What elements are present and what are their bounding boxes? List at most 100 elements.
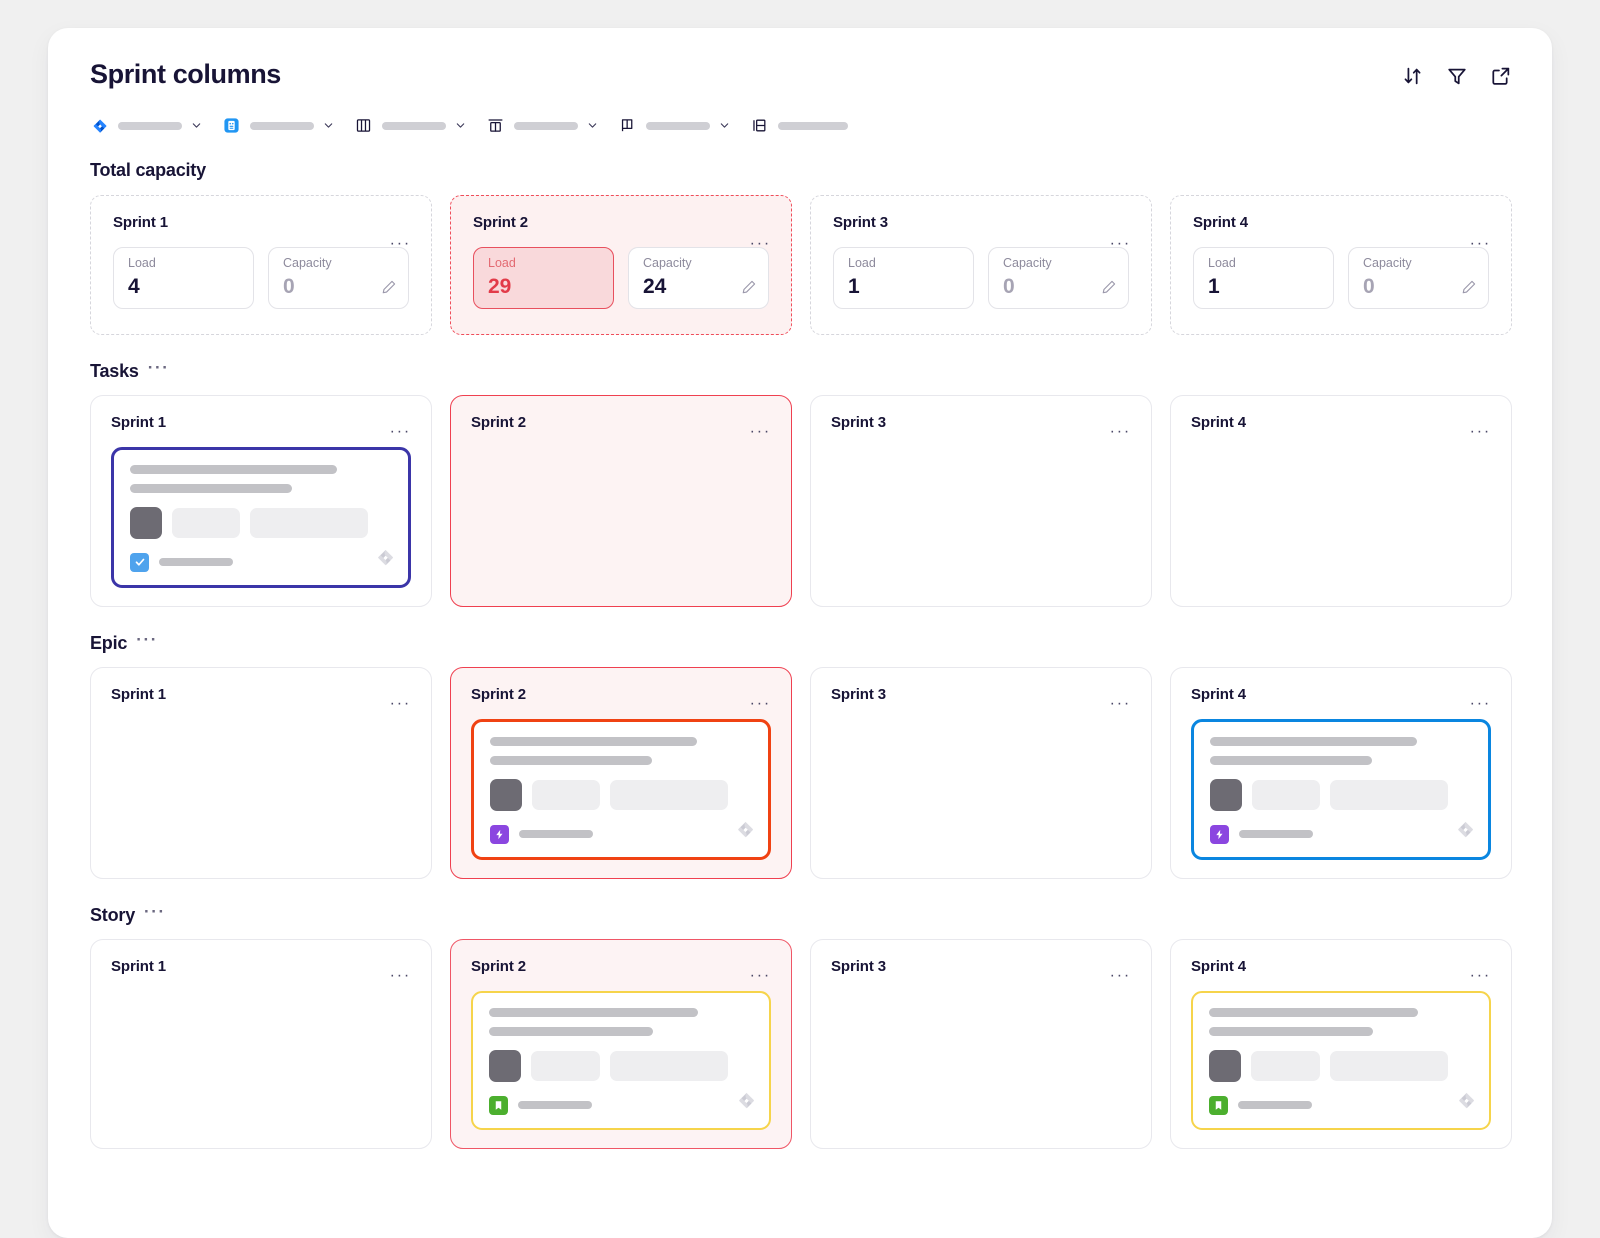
capacity-card[interactable]: Sprint 1 ··· Load 4 Capacity 0 [90,194,432,335]
capacity-column-name: Sprint 3 [833,213,889,231]
load-label: Load [128,255,156,270]
issue-subtitle-skeleton [489,1026,653,1036]
column-card[interactable]: Sprint 1 ··· [90,666,432,879]
capacity-card[interactable]: Sprint 4 ··· Load 1 Capacity 0 [1170,194,1512,335]
meta-chip [531,1050,600,1081]
issue-subtitle-skeleton [130,483,293,493]
issue-meta-row [1209,1049,1473,1082]
capacity-field[interactable]: Capacity 0 [268,246,409,309]
meta-chip [1330,779,1448,810]
capacity-column-name: Sprint 1 [113,213,169,231]
column-card[interactable]: Sprint 3 ··· [810,938,1152,1149]
issue-card[interactable] [111,446,411,588]
edit-pencil-icon[interactable] [1461,279,1477,295]
capacity-label: Capacity [1003,255,1052,270]
capacity-card[interactable]: Sprint 3 ··· Load 1 Capacity 0 [810,194,1152,335]
filter-item-board[interactable] [222,116,334,135]
chevron-down-icon[interactable] [587,120,598,131]
load-label: Load [488,255,516,270]
section-menu-button[interactable]: ··· [136,630,159,650]
load-field[interactable]: Load 1 [1193,246,1334,309]
section-menu-button[interactable]: ··· [147,358,170,378]
page-header: Sprint columns [90,59,1512,90]
capacity-field[interactable]: Capacity 0 [988,246,1129,309]
filter-item-source[interactable] [90,116,202,135]
capacity-field[interactable]: Capacity 0 [1348,246,1489,309]
meta-chip [172,507,241,538]
story-bookmark-icon [1209,1095,1228,1115]
issue-meta-row [130,506,392,539]
column-card[interactable]: Sprint 1 ··· [90,394,432,607]
column-name: Sprint 3 [831,413,887,431]
meta-chip [1252,779,1321,810]
filter-bar [90,114,1512,138]
jira-icon [90,116,109,135]
edit-pencil-icon[interactable] [1101,279,1117,295]
section-title-capacity: Total capacity [90,160,1512,181]
column-name: Sprint 4 [1191,413,1247,431]
filter-item-split[interactable] [750,116,848,135]
column-name: Sprint 3 [831,957,887,975]
issue-card[interactable] [1191,990,1491,1130]
column-card[interactable]: Sprint 4 ··· [1170,394,1512,607]
column-card[interactable]: Sprint 4 ··· [1170,938,1512,1149]
column-name: Sprint 2 [471,413,527,431]
column-card[interactable]: Sprint 4 ··· [1170,666,1512,879]
meta-chip [1251,1050,1320,1081]
issue-card[interactable] [471,718,771,860]
capacity-value: 0 [283,275,295,299]
chevron-down-icon[interactable] [191,120,202,131]
columns-icon [354,116,373,135]
avatar [490,778,522,811]
export-icon[interactable] [1490,65,1512,87]
column-name: Sprint 4 [1191,957,1247,975]
column-card[interactable]: Sprint 2 ··· [450,394,792,607]
jira-source-icon [1456,1090,1477,1116]
column-card[interactable]: Sprint 2 ··· [450,666,792,879]
section-story: Story ··· Sprint 1 ··· Sprint 2 ··· [90,902,1512,1149]
app-panel: Sprint columns [48,28,1552,1238]
edit-pencil-icon[interactable] [741,279,757,295]
column-name: Sprint 1 [111,413,167,431]
column-card[interactable]: Sprint 3 ··· [810,394,1152,607]
filter-item-layout[interactable] [618,116,730,135]
capacity-field[interactable]: Capacity 24 [628,246,769,309]
issue-card[interactable] [1191,718,1491,860]
chevron-down-icon[interactable] [455,120,466,131]
capacity-column-name: Sprint 4 [1193,213,1249,231]
capacity-value: 0 [1363,275,1375,299]
column-name: Sprint 3 [831,685,887,703]
issue-title-skeleton [490,736,697,746]
capacity-card[interactable]: Sprint 2 ··· Load 29 Capacity 24 [450,194,792,335]
column-card[interactable]: Sprint 1 ··· [90,938,432,1149]
filter-icon[interactable] [1446,65,1468,87]
epic-bolt-icon [490,824,509,844]
epic-bolt-icon [1210,824,1229,844]
load-field[interactable]: Load 4 [113,246,254,309]
load-field[interactable]: Load 1 [833,246,974,309]
filter-item-columns[interactable] [354,116,466,135]
sort-icon[interactable] [1402,65,1424,87]
filter-item-group[interactable] [486,116,598,135]
section-menu-button[interactable]: ··· [144,902,166,922]
chevron-down-icon[interactable] [323,120,334,131]
section-label: Tasks [90,360,139,381]
capacity-label: Capacity [283,255,332,270]
load-field[interactable]: Load 29 [473,246,614,309]
filter-value-pill [646,121,710,130]
table-top-icon [486,116,505,135]
issue-key-skeleton [159,558,233,567]
edit-pencil-icon[interactable] [381,279,397,295]
meta-chip [609,1050,729,1081]
filter-value-pill [250,121,314,130]
chevron-down-icon[interactable] [719,120,730,131]
split-panel-icon [750,116,769,135]
column-card[interactable]: Sprint 3 ··· [810,666,1152,879]
column-card[interactable]: Sprint 2 ··· [450,938,792,1149]
column-name: Sprint 2 [471,957,527,975]
issue-card[interactable] [471,990,771,1130]
load-label: Load [848,255,876,270]
column-name: Sprint 1 [111,957,167,975]
jira-source-icon [375,547,396,573]
jira-source-icon [1455,819,1476,845]
